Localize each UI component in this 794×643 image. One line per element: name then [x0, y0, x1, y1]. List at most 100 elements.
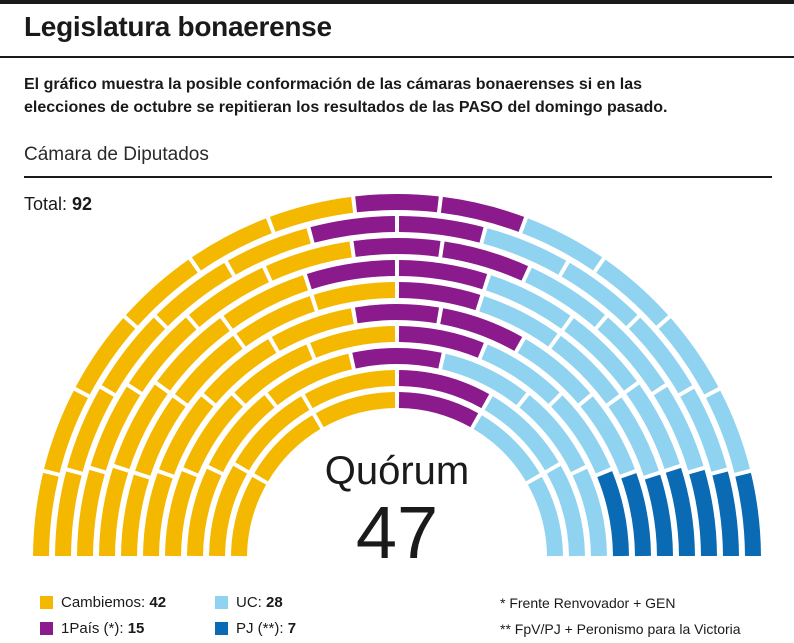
seat-cambiemos — [156, 262, 233, 327]
legend-item-cambiemos: Cambiemos: 42 — [40, 594, 166, 611]
seat-cambiemos — [203, 339, 277, 404]
seat-cambiemos — [101, 317, 166, 394]
seat-cambiemos — [235, 396, 310, 471]
seat-cambiemos — [75, 318, 136, 395]
seat-cambiemos — [44, 390, 88, 473]
seat-uc — [525, 267, 605, 327]
description-line-1: El gráfico muestra la posible conformaci… — [24, 76, 643, 93]
chart-description: El gráfico muestra la posible conformaci… — [24, 73, 764, 119]
seat-uc — [658, 318, 719, 395]
legend-swatch-cambiemos — [40, 596, 53, 609]
seat-uc — [519, 395, 586, 473]
seat-uc — [564, 318, 637, 391]
seat-uc — [608, 397, 659, 476]
seat-uc — [522, 218, 603, 271]
seat-group — [33, 193, 761, 557]
seat-cambiemos — [187, 468, 222, 557]
seat-cambiemos — [55, 471, 82, 557]
title-divider — [0, 56, 794, 58]
seat-uc — [483, 228, 567, 275]
seat-uc — [479, 296, 558, 347]
seat-cambiemos — [304, 370, 396, 409]
total-value: 92 — [72, 194, 93, 214]
chamber-divider — [24, 176, 772, 178]
seat-pj — [621, 473, 651, 557]
seat-pj — [689, 469, 717, 557]
seat-1pa-s — [355, 193, 439, 213]
seat-cambiemos — [209, 465, 248, 557]
seat-uc — [527, 476, 563, 557]
seat-1pa-s — [352, 347, 442, 369]
seat-uc — [485, 275, 571, 329]
seat-uc — [551, 395, 611, 474]
seat-cambiemos — [114, 384, 168, 470]
footnote-1pais: * Frente Renvovador + GEN — [500, 595, 676, 611]
total-seats: Total: 92 — [24, 194, 92, 215]
legend-value-1pais: 15 — [127, 620, 145, 637]
seat-cambiemos — [313, 282, 396, 311]
seat-cambiemos — [157, 318, 230, 391]
seat-pj — [735, 472, 761, 557]
seat-uc — [442, 353, 527, 406]
seat-cambiemos — [77, 469, 105, 557]
seat-cambiemos — [143, 473, 173, 557]
chamber-label: Cámara de Diputados — [24, 144, 209, 165]
seat-cambiemos — [121, 474, 150, 557]
legend-swatch-1pais — [40, 622, 53, 635]
seat-uc — [626, 384, 680, 470]
seat-uc — [572, 468, 607, 557]
seat-uc — [561, 262, 638, 327]
seat-uc — [481, 344, 560, 404]
seat-1pa-s — [398, 282, 481, 311]
legend-label-cambiemos: Cambiemos: — [61, 594, 146, 611]
legend-label-pj: PJ (**): — [236, 620, 284, 637]
seat-uc — [580, 396, 635, 475]
seat-cambiemos — [99, 467, 129, 557]
seat-cambiemos — [189, 267, 269, 327]
seat-1pa-s — [440, 308, 523, 351]
seat-cambiemos — [67, 388, 114, 472]
seat-uc — [628, 317, 693, 394]
legend-swatch-uc — [215, 596, 228, 609]
quorum-label: Quórum — [325, 449, 470, 493]
seat-cambiemos — [234, 344, 313, 404]
seat-cambiemos — [191, 218, 272, 271]
seat-cambiemos — [165, 471, 197, 557]
seat-uc — [653, 386, 704, 471]
legend-item-uc: UC: 28 — [215, 594, 283, 611]
legend-label-uc: UC: — [236, 594, 262, 611]
chart-title: Legislatura bonaerense — [24, 11, 332, 42]
seat-1pa-s — [442, 241, 529, 281]
seat-uc — [597, 317, 666, 393]
seat-uc — [484, 396, 559, 471]
seat-cambiemos — [174, 335, 243, 404]
seat-cambiemos — [265, 241, 352, 281]
seat-cambiemos — [269, 196, 354, 232]
seat-uc — [551, 335, 620, 404]
seat-cambiemos — [183, 395, 243, 474]
seat-cambiemos — [125, 259, 198, 326]
legend-swatch-pj — [215, 622, 228, 635]
seat-1pa-s — [398, 326, 484, 358]
legend-value-pj: 7 — [287, 620, 297, 637]
description-line-2: elecciones de octubre se repitieran los … — [24, 99, 668, 116]
legend-value-cambiemos: 42 — [149, 594, 167, 611]
seat-1pa-s — [306, 260, 396, 290]
total-label: Total: — [24, 194, 68, 214]
seat-uc — [473, 415, 540, 482]
seat-1pa-s — [398, 216, 484, 243]
legend-value-uc: 28 — [266, 594, 283, 611]
seat-cambiemos — [128, 317, 197, 393]
seat-uc — [680, 388, 727, 472]
seat-cambiemos — [254, 415, 321, 482]
legend-label-1pais: 1País (*): — [61, 620, 124, 637]
seat-cambiemos — [227, 228, 311, 275]
seat-cambiemos — [208, 395, 275, 473]
seat-cambiemos — [236, 296, 315, 347]
seat-pj — [644, 474, 673, 557]
quorum-value: 47 — [356, 491, 438, 574]
seat-cambiemos — [315, 392, 396, 428]
top-rule — [0, 0, 794, 4]
seat-1pa-s — [398, 260, 488, 290]
